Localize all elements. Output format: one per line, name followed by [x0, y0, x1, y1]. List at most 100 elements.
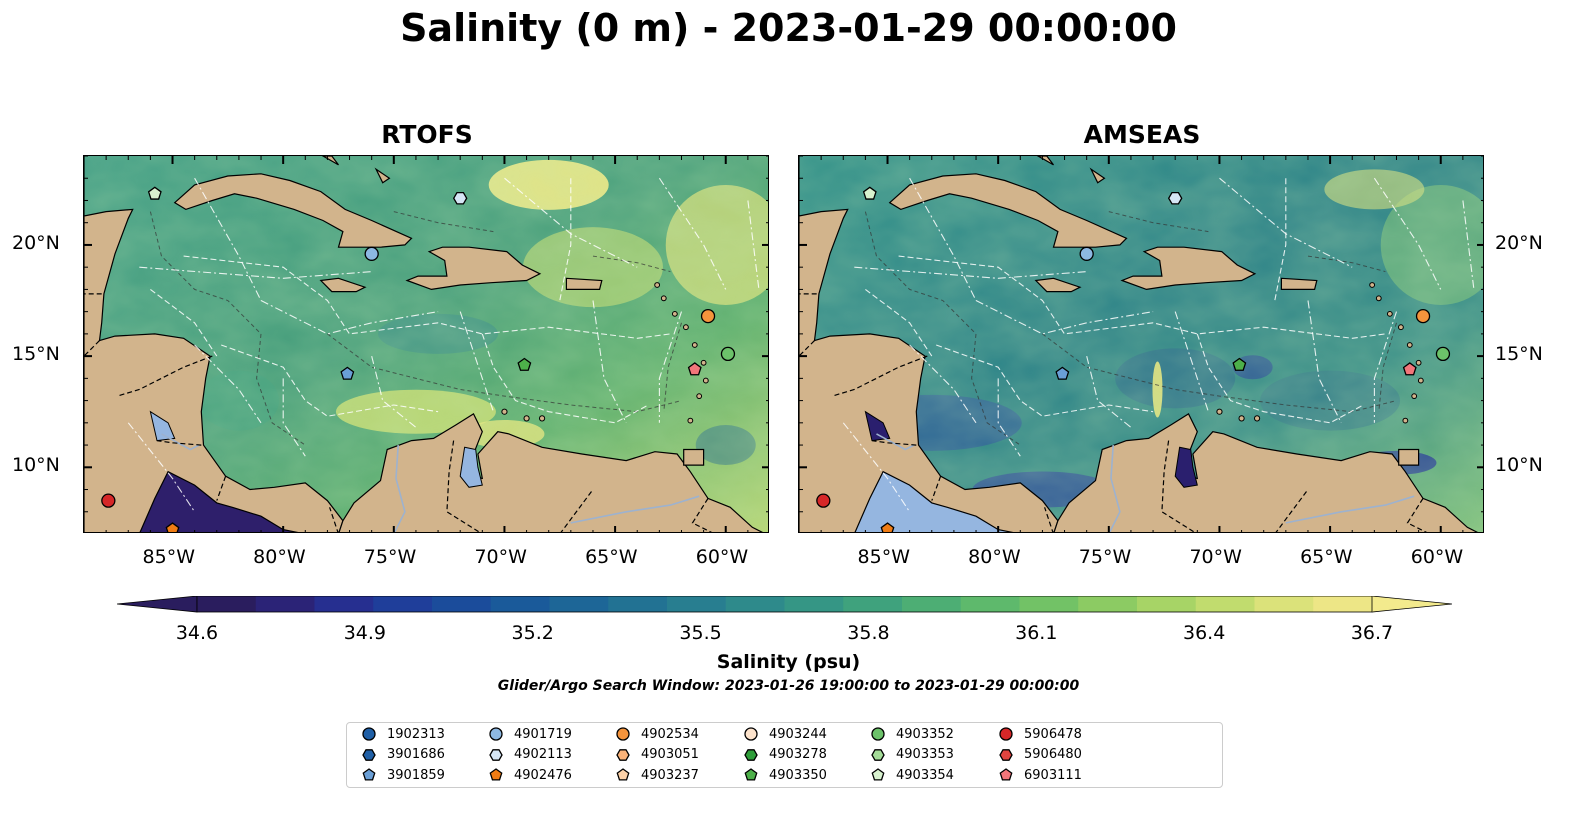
legend-item: 3901686	[361, 747, 445, 763]
colorbar-segment	[1137, 596, 1197, 612]
float-marker-4903352[interactable]	[1435, 346, 1451, 362]
legend-marker-4902113[interactable]	[489, 748, 503, 761]
legend-marker-icon	[616, 727, 630, 741]
legend-marker-icon	[744, 727, 758, 741]
float-marker-4903354[interactable]	[147, 186, 162, 200]
colorbar-segment	[960, 596, 1021, 612]
legend-marker-4901719[interactable]	[489, 727, 503, 741]
float-marker-4902534[interactable]	[700, 308, 716, 324]
colorbar-segment	[784, 596, 844, 612]
colorbar-segment	[902, 596, 962, 612]
lat-tick-label: 20°N	[12, 231, 60, 254]
legend-marker-3901686[interactable]	[362, 748, 376, 761]
legend-label: 4903244	[769, 726, 827, 742]
float-marker-4902534[interactable]	[1415, 308, 1431, 324]
legend-label: 3901859	[387, 767, 445, 783]
legend-item: 4903278	[743, 747, 827, 763]
legend-item: 4903353	[870, 747, 954, 763]
legend-item: 4902113	[488, 747, 572, 763]
legend-label: 4903278	[769, 747, 827, 762]
float-marker-4901719[interactable]	[364, 246, 379, 261]
legend-marker-icon	[871, 748, 885, 761]
legend-label: 4903237	[641, 767, 699, 783]
float-marker-6903111[interactable]	[687, 362, 702, 376]
lon-tick-label: 60°W	[1410, 546, 1464, 568]
colorbar-segment	[255, 596, 316, 612]
float-marker-4902113[interactable]	[452, 191, 468, 205]
legend-label: 4902113	[514, 747, 572, 762]
legend-label: 5906478	[1024, 726, 1082, 742]
colorbar-segment	[843, 596, 903, 612]
legend-marker-icon	[616, 748, 630, 761]
float-marker-5906478[interactable]	[101, 493, 116, 508]
colorbar-segment	[314, 596, 374, 612]
legend-marker-4903353[interactable]	[871, 748, 885, 761]
float-marker-3901859[interactable]	[340, 366, 355, 380]
legend-item: 4903350	[743, 767, 827, 783]
legend-marker-icon	[489, 727, 503, 741]
legend-marker-icon	[744, 768, 758, 781]
lon-tick-label: 70°W	[474, 546, 527, 568]
lat-tick-label: 10°N	[12, 454, 60, 477]
legend-marker-4903350[interactable]	[744, 768, 758, 781]
legend-marker-4903237[interactable]	[616, 768, 630, 781]
map-amseas[interactable]	[798, 155, 1484, 533]
legend-marker-4903051[interactable]	[616, 748, 630, 761]
legend-marker-4903352[interactable]	[871, 727, 885, 741]
legend-item: 3901859	[361, 767, 445, 783]
float-marker-4903352[interactable]	[720, 346, 736, 362]
legend-label: 3901686	[387, 747, 445, 762]
legend-label: 4903353	[896, 747, 954, 762]
float-marker-4902113[interactable]	[1167, 191, 1183, 205]
legend-marker-4903278[interactable]	[744, 748, 758, 761]
panel-title-rtofs: RTOFS	[381, 120, 473, 149]
float-marker-6903111[interactable]	[1402, 362, 1417, 376]
colorbar-segment	[1078, 596, 1138, 612]
colorbar-segment	[373, 596, 433, 612]
map-rtofs[interactable]	[83, 155, 769, 533]
legend-marker-4903244[interactable]	[744, 727, 758, 741]
float-marker-4903350[interactable]	[1232, 357, 1247, 371]
legend-item: 6903111	[998, 767, 1082, 783]
colorbar-tick-label: 35.8	[847, 622, 890, 644]
legend-marker-6903111[interactable]	[999, 768, 1013, 781]
colorbar-tick-label: 36.7	[1350, 622, 1394, 644]
legend-marker-5906478[interactable]	[999, 727, 1013, 741]
legend-item: 4903051	[615, 747, 699, 763]
lat-tick-label: 15°N	[1495, 343, 1543, 366]
legend-label: 4901719	[514, 726, 572, 742]
legend-marker-1902313[interactable]	[362, 727, 376, 741]
colorbar-tick-label: 34.6	[175, 622, 219, 644]
float-marker-5906478[interactable]	[816, 493, 831, 508]
float-marker-3901859[interactable]	[1055, 366, 1070, 380]
float-marker-4903350[interactable]	[517, 357, 532, 371]
legend-item: 4903354	[870, 767, 954, 783]
lat-tick-label: 10°N	[1495, 454, 1543, 477]
colorbar-tick-label: 36.4	[1182, 622, 1226, 644]
float-legend: 1902313 3901686 3901859 4901719 4902113 49024…	[346, 722, 1223, 788]
colorbar-tick-label: 36.1	[1015, 622, 1058, 644]
float-marker-4901719[interactable]	[1079, 246, 1094, 261]
legend-marker-5906480[interactable]	[999, 748, 1013, 761]
legend-label: 5906480	[1024, 747, 1082, 762]
colorbar-segment	[1313, 596, 1373, 612]
float-marker-4903354[interactable]	[862, 186, 877, 200]
legend-label: 4903354	[896, 767, 954, 783]
lon-tick-label: 65°W	[585, 546, 638, 568]
legend-marker-3901859[interactable]	[362, 768, 376, 781]
legend-marker-icon	[871, 727, 885, 741]
search-window-note: Glider/Argo Search Window: 2023-01-26 19…	[497, 678, 1080, 694]
colorbar-tick-label: 34.9	[343, 622, 386, 644]
float-marker-4902476[interactable]	[165, 522, 180, 533]
float-marker-4902476[interactable]	[880, 522, 895, 533]
legend-marker-icon	[362, 748, 376, 761]
colorbar	[117, 596, 1452, 613]
legend-item: 5906480	[998, 747, 1082, 763]
legend-marker-4902534[interactable]	[616, 727, 630, 741]
legend-marker-icon	[999, 727, 1013, 741]
legend-label: 4902534	[641, 726, 699, 742]
legend-label: 4903350	[769, 767, 827, 783]
legend-marker-4902476[interactable]	[489, 768, 503, 781]
legend-marker-icon	[489, 768, 503, 781]
legend-marker-4903354[interactable]	[871, 768, 885, 781]
